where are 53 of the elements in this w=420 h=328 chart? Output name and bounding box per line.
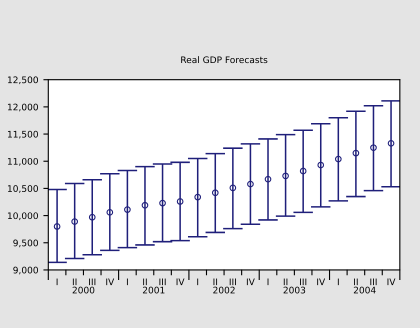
point (159, 200, 166, 206)
x-tick-label: III (230, 278, 236, 286)
x-tick-label: I (338, 278, 339, 286)
point (124, 206, 131, 213)
y-tick-label: 11,000 (8, 158, 38, 166)
y-tick-label: 9,000 (13, 266, 38, 274)
text: 2000 (72, 286, 94, 294)
y-tick-label: 12,000 (8, 104, 38, 112)
point (230, 184, 236, 192)
point (212, 189, 219, 196)
point (370, 144, 377, 151)
x-tick-label: IV (176, 278, 184, 286)
x-tick-label: II (214, 278, 218, 286)
point (300, 168, 306, 174)
x-tick-label: III (370, 278, 377, 286)
point (264, 176, 272, 183)
x-tick-label: II (284, 278, 288, 286)
point (334, 156, 342, 162)
point (88, 214, 96, 221)
y-tick-label: 9,500 (13, 239, 38, 248)
point (352, 150, 360, 156)
x-tick-label: III (89, 278, 96, 286)
point (194, 194, 202, 200)
x-tick-label: II (354, 278, 358, 286)
x-tick-label: I (197, 278, 198, 286)
x-tick-label: IV (317, 278, 326, 286)
point (247, 180, 254, 188)
x-tick-label: I (56, 278, 58, 286)
x-tick-label: II (143, 278, 147, 286)
x-tick-label: IV (388, 278, 396, 286)
x-tick-label: I (126, 278, 128, 286)
text: 2002 (213, 286, 235, 294)
point (317, 162, 324, 168)
point (71, 218, 78, 225)
y-tick-label: 10,500 (8, 185, 38, 193)
point (142, 202, 148, 209)
x-tick-label: IV (106, 278, 114, 286)
y-tick-label: 11,500 (8, 130, 38, 139)
x-tick-label: IV (246, 278, 255, 286)
point (388, 140, 394, 147)
x-tick-label: II (72, 278, 76, 286)
text: 2004 (354, 286, 376, 294)
chart-title: Real GDP Forecasts (181, 56, 268, 64)
text: 2001 (142, 286, 164, 294)
point (106, 208, 114, 216)
y-tick-label: 12,500 (8, 76, 38, 84)
x-tick-label: III (300, 278, 306, 286)
point (176, 198, 184, 205)
y-tick-label: 10,000 (8, 212, 38, 220)
text: 2003 (284, 286, 306, 294)
point (54, 223, 60, 230)
x-tick-label: III (159, 278, 166, 286)
point (282, 172, 289, 180)
